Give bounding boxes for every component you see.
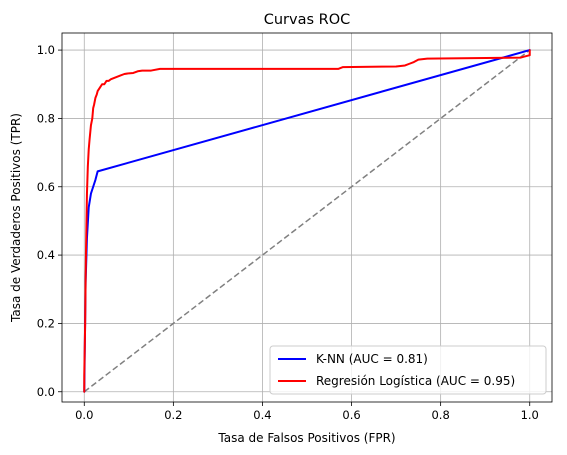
y-tick-label-3: 0.6 bbox=[37, 180, 55, 194]
y-axis-label: Tasa de Verdaderos Positivos (TPR) bbox=[9, 113, 23, 323]
grid bbox=[62, 33, 552, 402]
y-tick-label-2: 0.4 bbox=[37, 248, 55, 262]
series-group bbox=[83, 49, 531, 393]
x-axis-label: Tasa de Falsos Positivos (FPR) bbox=[217, 431, 395, 445]
reference-line-group bbox=[83, 49, 531, 393]
y-axis-ticks: 0.0 0.2 0.4 0.6 0.8 1.0 bbox=[37, 43, 62, 399]
x-tick-label-1: 0.2 bbox=[164, 408, 182, 422]
y-tick-label-0: 0.0 bbox=[37, 385, 55, 399]
x-tick-label-4: 0.8 bbox=[431, 408, 449, 422]
x-tick-label-5: 1.0 bbox=[521, 408, 539, 422]
legend: K-NN (AUC = 0.81) Regresión Logística (A… bbox=[269, 345, 547, 395]
plot-frame bbox=[61, 32, 553, 403]
series-line-logistic-regression bbox=[83, 49, 531, 393]
x-tick-label-0: 0.0 bbox=[75, 408, 93, 422]
y-tick-label-1: 0.2 bbox=[37, 316, 55, 330]
x-tick-label-3: 0.6 bbox=[342, 408, 360, 422]
y-tick-label-4: 0.8 bbox=[37, 111, 55, 125]
y-tick-label-5: 1.0 bbox=[37, 43, 55, 57]
legend-label-knn: K-NN (AUC = 0.81) bbox=[316, 352, 428, 366]
chart-title: Curvas ROC bbox=[264, 12, 351, 28]
x-axis-ticks: 0.0 0.2 0.4 0.6 0.8 1.0 bbox=[75, 402, 539, 422]
x-tick-label-2: 0.4 bbox=[253, 408, 271, 422]
legend-box bbox=[269, 345, 547, 395]
legend-label-logistic-regression: Regresión Logística (AUC = 0.95) bbox=[316, 374, 515, 388]
reference-diagonal-line bbox=[83, 49, 531, 393]
